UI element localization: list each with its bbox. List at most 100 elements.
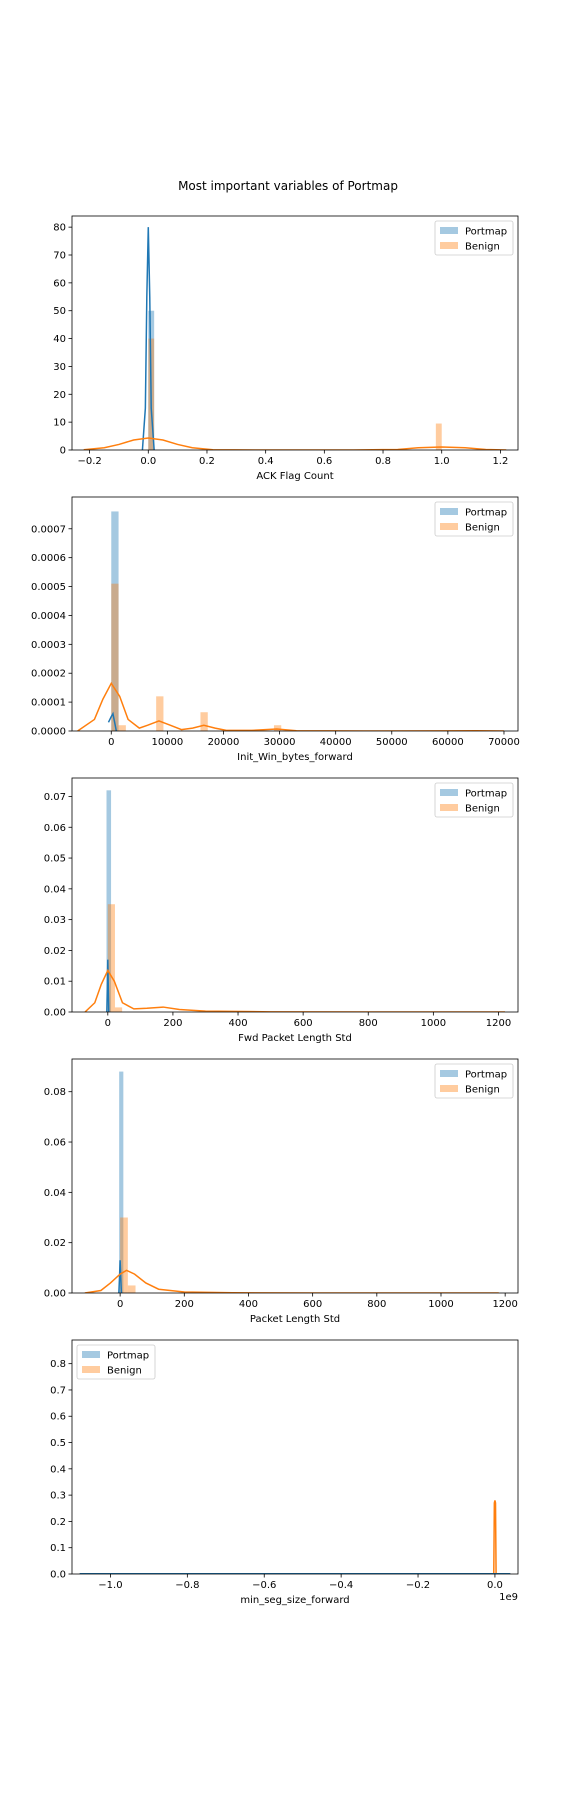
- legend-swatch-benign: [82, 1366, 100, 1373]
- y-tick-label: 0.07: [44, 792, 66, 803]
- x-tick-label: 0.6: [316, 456, 332, 467]
- y-tick-label: 0.04: [44, 884, 66, 895]
- y-tick-label: 0.6: [50, 1412, 66, 1423]
- x-tick-label: 400: [228, 1018, 247, 1029]
- y-tick-label: 70: [53, 251, 66, 262]
- legend-label-benign: Benign: [465, 1085, 500, 1096]
- legend-swatch-portmap: [440, 1070, 458, 1077]
- x-tick-label: 1200: [492, 1299, 517, 1310]
- x-tick-label: 600: [294, 1018, 313, 1029]
- x-tick-label: −0.6: [252, 1580, 276, 1591]
- x-tick-label: 50000: [376, 737, 408, 748]
- legend-swatch-benign: [440, 242, 458, 249]
- legend-swatch-portmap: [440, 227, 458, 234]
- y-tick-label: 0.0002: [31, 669, 66, 680]
- legend-label-portmap: Portmap: [465, 508, 507, 519]
- y-tick-label: 0.08: [44, 1087, 66, 1098]
- kde-line-benign: [84, 438, 507, 450]
- plot-area: [80, 1500, 511, 1574]
- legend: Portmap Benign: [435, 783, 513, 817]
- x-tick-label: 0.0: [487, 1580, 503, 1591]
- plot-area: [85, 1072, 499, 1293]
- y-tick-label: 0.0003: [31, 640, 66, 651]
- y-tick-label: 10: [53, 418, 66, 429]
- subplots: −0.2 0.0 0.2 0.4 0.6 0.8 1.0 1.2 0 10 20 30 40 50 60 70…: [31, 216, 520, 1606]
- x-tick-label: 40000: [320, 737, 352, 748]
- y-tick-label: 80: [53, 223, 66, 234]
- x-tick-label: 1200: [486, 1018, 511, 1029]
- x-tick-label: 1000: [421, 1018, 446, 1029]
- y-tick-label: 0.02: [44, 1238, 66, 1249]
- subplot-5: −1.0 −0.8 −0.6 −0.4 −0.2 0.0 0.0 0.1 0.2 0.3 0.4 0.…: [50, 1340, 518, 1606]
- histogram-bar-benign: [128, 1285, 136, 1293]
- y-tick-label: 0.4: [50, 1464, 66, 1475]
- y-tick-label: 0.04: [44, 1188, 66, 1199]
- legend: Portmap Benign: [77, 1345, 155, 1379]
- legend: Portmap Benign: [435, 1064, 513, 1098]
- x-tick-label: −0.2: [77, 456, 101, 467]
- y-tick-label: 0.06: [44, 1138, 66, 1149]
- legend-swatch-benign: [440, 1085, 458, 1092]
- y-tick-label: 0.05: [44, 854, 66, 865]
- y-tick-label: 0.0001: [31, 698, 66, 709]
- y-tick-label: 0.06: [44, 823, 66, 834]
- x-tick-label: 800: [367, 1299, 386, 1310]
- x-tick-label: 400: [239, 1299, 258, 1310]
- y-tick-label: 30: [53, 362, 66, 373]
- subplot-2: 0 10000 20000 30000 40000 50000 60000 70000 0.00…: [31, 497, 520, 763]
- x-tick-label: 800: [359, 1018, 378, 1029]
- y-tick-label: 0.1: [50, 1543, 66, 1554]
- x-tick-label: 0.2: [199, 456, 215, 467]
- x-tick-label: 1000: [428, 1299, 453, 1310]
- histogram-bar-benign: [115, 1007, 122, 1012]
- legend-label-benign: Benign: [465, 804, 500, 815]
- y-tick-label: 60: [53, 278, 66, 289]
- y-tick-label: 0.0: [50, 1570, 66, 1581]
- legend-label-portmap: Portmap: [107, 1351, 149, 1362]
- x-tick-label: 70000: [488, 737, 520, 748]
- legend: Portmap Benign: [435, 221, 513, 255]
- x-tick-label: 1.0: [434, 456, 450, 467]
- x-tick-label: −0.8: [175, 1580, 199, 1591]
- histogram-bar-benign: [111, 584, 118, 731]
- x-tick-label: 0: [105, 1018, 111, 1029]
- y-tick-label: 0.2: [50, 1517, 66, 1528]
- histogram-bar-benign: [156, 696, 163, 731]
- figure-title: Most important variables of Portmap: [178, 179, 398, 193]
- plot-area: [78, 511, 504, 731]
- kde-line-benign: [80, 1500, 511, 1574]
- y-tick-label: 0.0004: [31, 611, 66, 622]
- kde-line-benign: [85, 970, 505, 1012]
- x-tick-label: 600: [303, 1299, 322, 1310]
- y-tick-label: 0.03: [44, 915, 66, 926]
- y-tick-label: 50: [53, 306, 66, 317]
- x-tick-label: 0.4: [258, 456, 274, 467]
- x-tick-label: 20000: [208, 737, 240, 748]
- x-tick-label: 0: [108, 737, 114, 748]
- y-tick-label: 0.7: [50, 1385, 66, 1396]
- x-axis-label: min_seg_size_forward: [240, 1595, 349, 1606]
- x-tick-label: −0.2: [406, 1580, 430, 1591]
- legend-label-benign: Benign: [465, 523, 500, 534]
- y-tick-label: 0: [60, 446, 66, 457]
- histogram-bar-benign: [436, 424, 442, 450]
- legend-swatch-portmap: [440, 789, 458, 796]
- y-tick-label: 0.8: [50, 1359, 66, 1370]
- subplot-1: −0.2 0.0 0.2 0.4 0.6 0.8 1.0 1.2 0 10 20 30 40 50 60 70…: [53, 216, 518, 482]
- legend-label-portmap: Portmap: [465, 1070, 507, 1081]
- y-tick-label: 0.0007: [31, 524, 66, 535]
- x-tick-label: 60000: [432, 737, 464, 748]
- y-tick-label: 0.3: [50, 1491, 66, 1502]
- subplot-3: 0 200 400 600 800 1000 1200 0.00 0.01 0.02 0.03 0.0…: [44, 778, 518, 1044]
- subplot-4: 0 200 400 600 800 1000 1200 0.00 0.02 0.04 0.06 0.0…: [44, 1059, 518, 1325]
- y-tick-label: 40: [53, 334, 66, 345]
- x-tick-label: 0: [117, 1299, 123, 1310]
- x-axis-label: Packet Length Std: [250, 1314, 340, 1325]
- x-tick-label: 30000: [264, 737, 296, 748]
- histogram-bar-benign: [119, 725, 126, 731]
- x-tick-label: 0.0: [140, 456, 156, 467]
- x-tick-label: 200: [163, 1018, 182, 1029]
- x-tick-label: −1.0: [98, 1580, 122, 1591]
- x-axis-label: Init_Win_bytes_forward: [237, 752, 353, 763]
